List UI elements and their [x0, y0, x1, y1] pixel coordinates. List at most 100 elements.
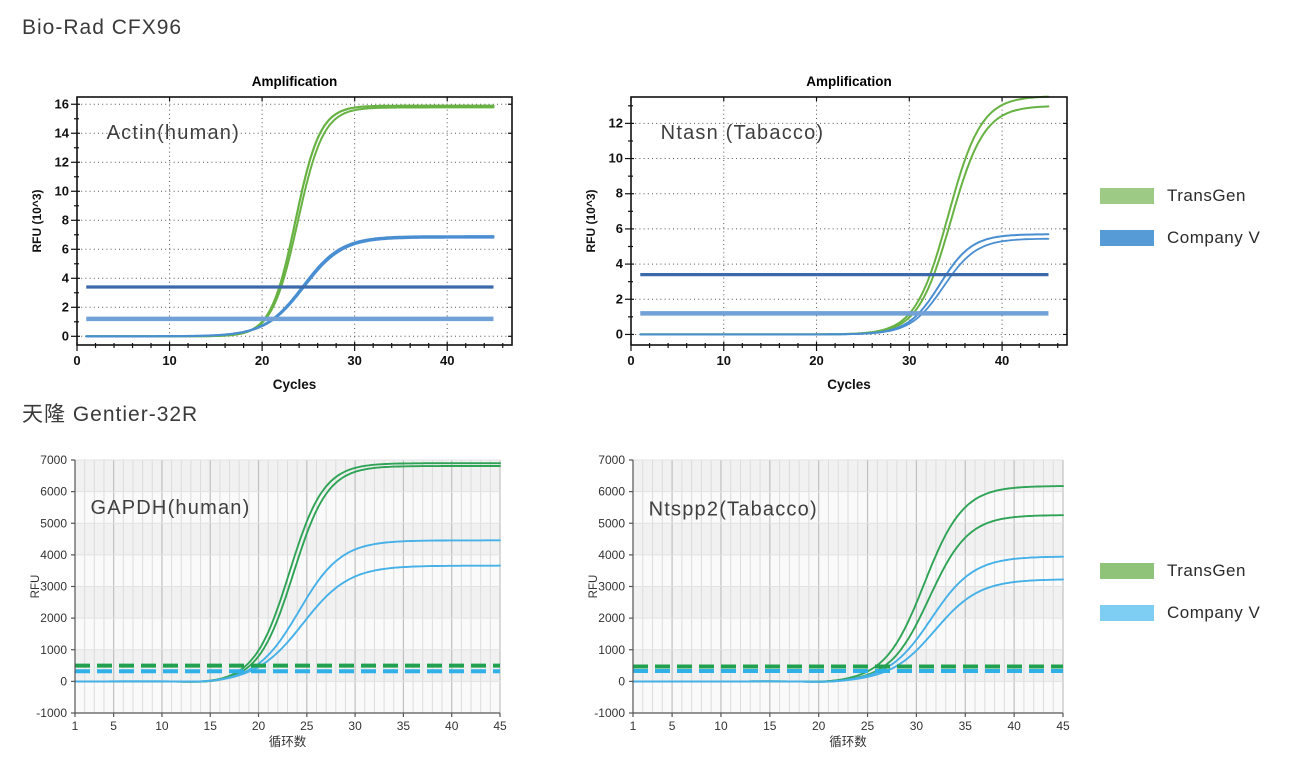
legend-swatch: [1100, 563, 1154, 579]
annotation-label: GAPDH(human): [90, 497, 250, 519]
svg-text:16: 16: [55, 96, 69, 111]
svg-text:6: 6: [62, 241, 69, 256]
svg-text:30: 30: [902, 353, 916, 368]
legend-top: TransGen Company V: [1100, 186, 1300, 272]
y-axis-label: RFU (10^3): [584, 189, 598, 252]
x-tick-labels: 1 5 10 15 20 25 30 35 40 45: [72, 719, 507, 733]
svg-text:12: 12: [609, 115, 623, 130]
legend-entry-label: Company V: [1167, 228, 1261, 247]
svg-text:3000: 3000: [598, 580, 625, 594]
svg-text:10: 10: [162, 353, 176, 368]
svg-text:5: 5: [669, 719, 676, 733]
svg-text:30: 30: [347, 353, 361, 368]
y-tick-labels: -1000 0 1000 2000 3000 4000 5000 6000 7000: [36, 453, 67, 720]
chart-svg: 1 5 10 15 20 25 30 35 40 45-100001000200030004000…: [588, 453, 1070, 749]
svg-text:20: 20: [812, 719, 826, 733]
svg-text:8: 8: [616, 186, 623, 201]
svg-text:12: 12: [55, 154, 69, 169]
y-tick-labels: 0 2 4 6 8 10 12: [609, 115, 624, 341]
legend-entry: Company V: [1100, 228, 1300, 247]
legend-swatch: [1100, 230, 1154, 246]
svg-text:7000: 7000: [40, 453, 67, 467]
svg-text:1000: 1000: [40, 643, 67, 657]
svg-text:1: 1: [72, 719, 79, 733]
svg-text:25: 25: [300, 719, 314, 733]
svg-text:10: 10: [714, 719, 728, 733]
y-axis-label: RFU: [588, 575, 600, 599]
chart-actin-human: 0 10 20 30 40 0 2 4 6 8 10 12 14 16 Amplification Cycle…: [30, 70, 540, 402]
svg-text:0: 0: [73, 353, 80, 368]
svg-text:35: 35: [959, 719, 973, 733]
x-tick-labels: 0 10 20 30 40: [73, 353, 454, 368]
plot-border: [76, 96, 513, 346]
series-company-v-rep2: [74, 564, 501, 683]
svg-text:0: 0: [62, 328, 69, 343]
svg-text:1: 1: [630, 719, 637, 733]
legend-entry: TransGen: [1100, 561, 1300, 580]
section-heading-gentier: 天隆 Gentier-32R: [22, 403, 199, 426]
svg-text:45: 45: [1056, 719, 1070, 733]
svg-text:0: 0: [627, 353, 634, 368]
svg-text:5000: 5000: [40, 516, 67, 530]
svg-text:2: 2: [62, 299, 69, 314]
svg-text:0: 0: [618, 674, 625, 688]
svg-text:2000: 2000: [598, 611, 625, 625]
svg-text:20: 20: [252, 719, 266, 733]
annotation-label: Ntasn (Tabacco): [661, 122, 825, 144]
svg-text:4000: 4000: [598, 548, 625, 562]
x-axis-label: 循环数: [269, 734, 307, 749]
legend-entry-label: TransGen: [1167, 561, 1246, 580]
y-axis-label: RFU: [30, 575, 42, 599]
annotation-label: Ntspp2(Tabacco): [649, 498, 818, 520]
svg-text:0: 0: [616, 326, 623, 341]
svg-text:20: 20: [255, 353, 269, 368]
svg-text:10: 10: [155, 719, 169, 733]
axis-ticks: [71, 97, 512, 351]
svg-text:-1000: -1000: [594, 706, 625, 720]
legend-entry-label: Company V: [1167, 603, 1261, 622]
y-axis-label: RFU (10^3): [30, 189, 44, 252]
svg-text:2000: 2000: [40, 611, 67, 625]
chart-ntasn-tabacco: 0 10 20 30 40 0 2 4 6 8 10 12 Amplification Cycles RFU…: [584, 70, 1095, 402]
svg-text:0: 0: [60, 674, 67, 688]
y-tick-labels: -1000 0 1000 2000 3000 4000 5000 6000 7000: [594, 453, 625, 720]
svg-text:10: 10: [609, 151, 623, 166]
svg-text:30: 30: [348, 719, 362, 733]
svg-text:35: 35: [397, 719, 411, 733]
svg-text:7000: 7000: [598, 453, 625, 467]
y-tick-labels: 0 2 4 6 8 10 12 14 16: [55, 96, 70, 343]
legend-entry-label: TransGen: [1167, 186, 1246, 205]
series-company-v-rep2: [632, 578, 1064, 683]
x-axis-label: Cycles: [273, 377, 317, 392]
svg-text:8: 8: [62, 212, 69, 227]
svg-text:2: 2: [616, 291, 623, 306]
svg-text:6000: 6000: [598, 485, 625, 499]
svg-text:10: 10: [55, 183, 69, 198]
x-axis-label: 循环数: [829, 734, 867, 749]
svg-text:14: 14: [55, 125, 70, 140]
svg-text:6: 6: [616, 221, 623, 236]
x-tick-labels: 1 5 10 15 20 25 30 35 40 45: [630, 719, 1070, 733]
svg-text:25: 25: [861, 719, 875, 733]
svg-text:40: 40: [1007, 719, 1021, 733]
grid-dotted: [631, 97, 1067, 345]
series-company-v-rep2: [85, 236, 495, 338]
svg-text:30: 30: [910, 719, 924, 733]
axis-lines: [629, 459, 1064, 717]
chart-svg: 0 10 20 30 40 0 2 4 6 8 10 12 Amplification Cycles RFU…: [584, 74, 1068, 392]
svg-text:4: 4: [616, 256, 624, 271]
svg-text:5000: 5000: [598, 516, 625, 530]
legend-swatch: [1100, 605, 1154, 621]
chart-ntspp2-tabacco: 1 5 10 15 20 25 30 35 40 45 -1000 0 1000 2000 3000 4000…: [586, 440, 1091, 756]
axis-lines: [71, 459, 501, 717]
svg-text:15: 15: [763, 719, 777, 733]
svg-text:6000: 6000: [40, 485, 67, 499]
axis-ticks: [625, 97, 1067, 351]
svg-text:15: 15: [204, 719, 218, 733]
legend-swatch: [1100, 188, 1154, 204]
legend-bottom: TransGen Company V: [1100, 561, 1300, 647]
grid-dotted: [77, 97, 512, 345]
section-heading-biorad: Bio-Rad CFX96: [22, 16, 183, 39]
svg-text:1000: 1000: [598, 643, 625, 657]
x-axis-label: Cycles: [827, 377, 871, 392]
